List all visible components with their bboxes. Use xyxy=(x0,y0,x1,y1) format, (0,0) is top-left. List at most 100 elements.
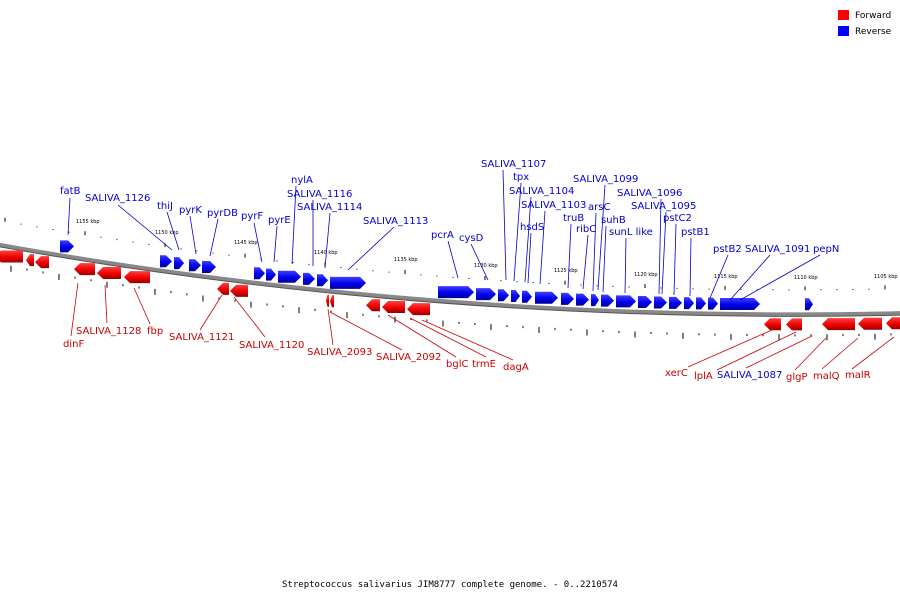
gene-arrow-forward[interactable] xyxy=(97,266,121,279)
gene-arrow-forward[interactable] xyxy=(74,263,95,276)
label-leader xyxy=(661,211,667,295)
gene-arrow-reverse[interactable] xyxy=(438,286,474,299)
label-leader xyxy=(592,212,597,292)
gene-label: nylA xyxy=(291,175,313,186)
label-leader xyxy=(821,337,859,370)
gene-arrow-reverse[interactable] xyxy=(498,289,509,302)
gene-arrow-reverse[interactable] xyxy=(330,276,366,289)
gene-label: dagA xyxy=(503,362,529,373)
gene-arrow-reverse[interactable] xyxy=(522,290,532,303)
gene-arrow-reverse[interactable] xyxy=(189,259,201,272)
gene-arrow-reverse[interactable] xyxy=(708,297,718,310)
gene-label: hsdS xyxy=(520,222,544,233)
legend: Forward Reverse xyxy=(838,10,892,37)
gene-arrow-forward[interactable] xyxy=(366,299,380,312)
scale-label-1155: 1155 kbp xyxy=(76,219,100,225)
gene-arrow-reverse[interactable] xyxy=(303,272,315,285)
scale-label-1115: 1115 kbp xyxy=(714,274,738,280)
gene-arrow-reverse[interactable] xyxy=(591,294,599,307)
scale-label-1140: 1140 kbp xyxy=(314,250,338,256)
gene-arrow-forward[interactable] xyxy=(326,294,329,307)
gene-arrow-reverse[interactable] xyxy=(696,297,706,310)
gene-arrow-reverse[interactable] xyxy=(638,295,652,308)
gene-label: xerC xyxy=(665,368,688,379)
gene-arrow-forward[interactable] xyxy=(217,282,229,295)
label-leader xyxy=(582,234,589,290)
gene-arrow-reverse[interactable] xyxy=(561,292,574,305)
label-leader xyxy=(851,336,895,370)
gene-arrow-reverse[interactable] xyxy=(535,291,558,304)
gene-arrow-reverse[interactable] xyxy=(160,255,172,268)
gene-arrow-forward[interactable] xyxy=(822,318,855,331)
gene-label: SALIVA_1099 xyxy=(573,174,638,185)
gene-arrow-reverse[interactable] xyxy=(669,296,682,309)
gene-arrow-forward[interactable] xyxy=(230,284,248,297)
scale-label-1105: 1105 kbp xyxy=(874,274,898,280)
gene-arrow-forward[interactable] xyxy=(764,318,781,331)
gene-label: truB xyxy=(563,213,584,224)
scale-labels: 1155 kbp 1150 kbp 1145 kbp 1140 kbp 1135… xyxy=(76,219,898,281)
gene-label: ribC xyxy=(576,224,596,235)
gene-arrow-reverse[interactable] xyxy=(266,268,276,281)
legend-forward-swatch xyxy=(838,10,849,20)
gene-label: pepN xyxy=(813,244,839,255)
gene-arrow-reverse[interactable] xyxy=(511,290,520,303)
scale-label-1130: 1130 kbp xyxy=(474,263,498,269)
gene-label: pcrA xyxy=(431,230,454,241)
label-leader xyxy=(597,184,606,291)
gene-arrow-forward[interactable] xyxy=(0,250,23,263)
gene-label: SALIVA_1126 xyxy=(85,193,150,204)
gene-arrow-forward[interactable] xyxy=(35,256,49,269)
gene-label: malR xyxy=(845,370,871,381)
scale-label-1135: 1135 kbp xyxy=(394,257,418,263)
gene-label: dinF xyxy=(63,339,84,350)
scale-label-1110: 1110 kbp xyxy=(794,275,818,281)
label-leader xyxy=(104,284,108,324)
gene-arrow-reverse[interactable] xyxy=(805,298,813,311)
gene-label: arsC xyxy=(588,202,610,213)
label-leader xyxy=(253,222,263,263)
label-leader xyxy=(421,319,514,361)
label-leader xyxy=(624,237,627,294)
gene-arrow-reverse[interactable] xyxy=(254,267,265,280)
gene-arrow-reverse[interactable] xyxy=(684,297,694,310)
gene-label: SALIVA_1087 xyxy=(717,370,782,381)
gene-arrow-forward[interactable] xyxy=(330,295,334,308)
label-leader xyxy=(329,311,403,351)
gene-label: fatB xyxy=(60,186,81,197)
scale-label-1150: 1150 kbp xyxy=(155,230,179,236)
gene-label: SALIVA_1091 xyxy=(745,244,810,255)
label-leader xyxy=(209,218,219,257)
gene-arrow-reverse[interactable] xyxy=(278,270,301,283)
gene-arrow-reverse[interactable] xyxy=(601,294,614,307)
gene-arrow-reverse[interactable] xyxy=(476,288,496,301)
gene-arrow-reverse[interactable] xyxy=(60,240,74,253)
genome-backbone xyxy=(0,242,900,317)
gene-arrow-forward[interactable] xyxy=(886,317,900,330)
gene-arrow-forward[interactable] xyxy=(26,254,34,267)
label-leader xyxy=(794,337,827,371)
label-leader xyxy=(327,308,334,346)
gene-arrow-forward[interactable] xyxy=(382,301,405,314)
reverse-strand-genes xyxy=(60,240,813,311)
label-leader xyxy=(470,243,489,281)
gene-label: SALIVA_1128 xyxy=(76,326,141,337)
scale-label-1120: 1120 kbp xyxy=(634,272,658,278)
gene-arrow-forward[interactable] xyxy=(124,271,150,284)
gene-arrow-forward[interactable] xyxy=(858,317,882,330)
legend-forward-label: Forward xyxy=(855,11,891,21)
label-leader xyxy=(689,237,692,297)
gene-label: sunL like xyxy=(609,227,653,238)
gene-arrow-reverse[interactable] xyxy=(654,296,667,309)
gene-arrow-reverse[interactable] xyxy=(576,293,589,306)
gene-arrow-forward[interactable] xyxy=(407,303,430,316)
gene-label: fbp xyxy=(147,326,163,337)
gene-arrow-reverse[interactable] xyxy=(202,261,216,274)
gene-arrow-reverse[interactable] xyxy=(720,298,760,311)
gene-arrow-forward[interactable] xyxy=(786,318,802,331)
gene-arrow-reverse[interactable] xyxy=(616,295,636,308)
gene-arrow-reverse[interactable] xyxy=(174,257,184,270)
gene-arrow-reverse[interactable] xyxy=(317,274,328,287)
forward-strand-genes xyxy=(0,250,900,331)
gene-label: SALIVA_1096 xyxy=(617,188,682,199)
